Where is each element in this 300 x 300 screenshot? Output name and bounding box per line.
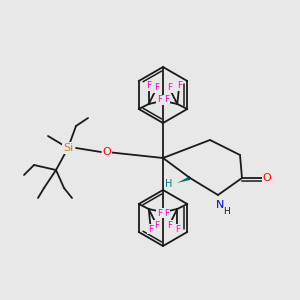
- Text: F: F: [175, 224, 180, 233]
- Text: F: F: [157, 208, 162, 217]
- Text: Si: Si: [63, 143, 73, 153]
- Text: H: H: [165, 179, 173, 189]
- Text: F: F: [148, 224, 153, 233]
- Text: F: F: [164, 208, 169, 217]
- Text: F: F: [146, 82, 151, 91]
- Text: O: O: [103, 147, 111, 157]
- Text: H: H: [224, 208, 230, 217]
- Text: F: F: [167, 220, 172, 230]
- Text: F: F: [154, 220, 159, 230]
- Text: O: O: [262, 173, 272, 183]
- Text: F: F: [167, 83, 172, 92]
- Text: F: F: [157, 95, 162, 104]
- Text: F: F: [177, 82, 182, 91]
- Text: N: N: [216, 200, 224, 210]
- Text: F: F: [154, 83, 159, 92]
- Polygon shape: [177, 176, 190, 183]
- Text: F: F: [164, 95, 169, 104]
